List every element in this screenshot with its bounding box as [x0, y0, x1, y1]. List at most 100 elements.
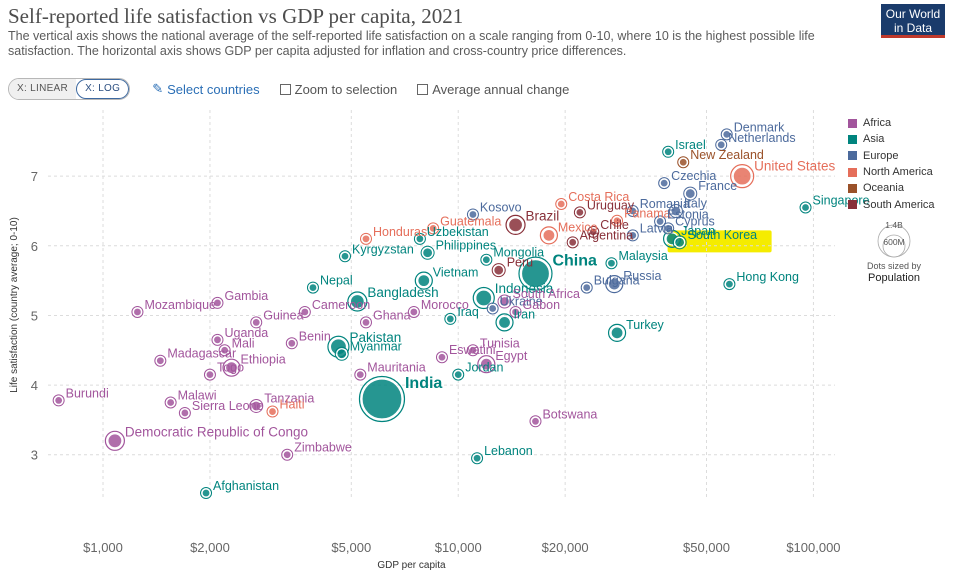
- data-point[interactable]: [722, 129, 732, 139]
- data-point[interactable]: [361, 234, 371, 244]
- data-point[interactable]: [575, 207, 585, 217]
- average-checkbox[interactable]: Average annual change: [417, 82, 569, 97]
- axis-scale-toggle[interactable]: X: LINEAR X: LOG: [8, 78, 131, 100]
- data-point[interactable]: [409, 307, 419, 317]
- data-point[interactable]: [655, 216, 665, 227]
- data-point[interactable]: [475, 289, 493, 307]
- data-point[interactable]: [716, 140, 726, 150]
- size-key-circles: 1.4B 600M: [877, 220, 911, 258]
- data-point[interactable]: [510, 307, 521, 317]
- data-point[interactable]: [670, 205, 682, 217]
- data-point[interactable]: [361, 317, 371, 328]
- data-point[interactable]: [520, 259, 551, 289]
- data-point[interactable]: [498, 295, 511, 308]
- data-point[interactable]: [224, 361, 239, 375]
- chart-title: Self-reported life satisfaction vs GDP p…: [8, 4, 464, 28]
- data-point[interactable]: [678, 157, 688, 167]
- data-point[interactable]: [54, 395, 64, 406]
- legend-item-asia[interactable]: Asia: [848, 131, 935, 147]
- data-point-ring: [662, 145, 675, 158]
- data-point[interactable]: [610, 326, 624, 340]
- legend-item-africa[interactable]: Africa: [848, 115, 935, 131]
- data-point[interactable]: [588, 227, 598, 237]
- logo-line-1: Our World: [885, 7, 941, 21]
- data-point[interactable]: [663, 223, 673, 233]
- legend-item-oceania[interactable]: Oceania: [848, 180, 935, 196]
- data-label: Haiti: [280, 398, 305, 412]
- data-point[interactable]: [166, 397, 176, 408]
- data-point[interactable]: [663, 147, 673, 157]
- legend-item-north-america[interactable]: North America: [848, 164, 935, 180]
- data-point[interactable]: [180, 408, 190, 418]
- data-point[interactable]: [155, 356, 165, 366]
- data-point[interactable]: [800, 202, 811, 213]
- data-point[interactable]: [530, 416, 541, 426]
- data-point[interactable]: [556, 199, 566, 209]
- data-point[interactable]: [628, 230, 638, 240]
- data-point[interactable]: [132, 307, 143, 317]
- data-point[interactable]: [507, 217, 524, 233]
- data-point[interactable]: [220, 345, 230, 355]
- legend-swatch: [848, 167, 857, 177]
- data-point[interactable]: [481, 255, 491, 265]
- data-point[interactable]: [308, 282, 318, 293]
- data-point[interactable]: [606, 258, 617, 268]
- data-label: Argentina: [580, 228, 634, 242]
- data-point[interactable]: [300, 307, 310, 317]
- x-linear-button[interactable]: X: LINEAR: [9, 79, 77, 99]
- data-point[interactable]: [453, 370, 463, 380]
- data-point[interactable]: [212, 298, 223, 308]
- data-point[interactable]: [437, 352, 447, 362]
- data-point[interactable]: [468, 345, 478, 355]
- zoom-checkbox-box[interactable]: [279, 83, 291, 95]
- data-point[interactable]: [479, 357, 493, 371]
- data-point[interactable]: [674, 236, 686, 248]
- data-point[interactable]: [468, 209, 478, 220]
- data-point[interactable]: [336, 348, 348, 360]
- data-point[interactable]: [340, 251, 350, 261]
- data-point[interactable]: [287, 338, 297, 348]
- data-point[interactable]: [732, 166, 752, 186]
- data-label: Jordan: [465, 361, 503, 375]
- data-point[interactable]: [472, 453, 482, 463]
- owid-logo[interactable]: Our World in Data: [881, 4, 945, 38]
- data-point[interactable]: [488, 303, 498, 314]
- data-point[interactable]: [250, 400, 262, 412]
- data-point[interactable]: [349, 293, 365, 310]
- data-label: Lebanon: [484, 444, 533, 458]
- data-point[interactable]: [282, 450, 292, 460]
- data-point[interactable]: [445, 314, 455, 324]
- legend-item-south-america[interactable]: South America: [848, 196, 935, 212]
- data-point[interactable]: [493, 264, 505, 276]
- data-point[interactable]: [568, 237, 578, 247]
- average-checkbox-box[interactable]: [417, 83, 429, 95]
- data-point[interactable]: [267, 406, 278, 417]
- data-point[interactable]: [724, 279, 735, 289]
- data-point[interactable]: [251, 317, 261, 328]
- data-point[interactable]: [684, 187, 696, 200]
- data-point[interactable]: [212, 335, 223, 345]
- data-point[interactable]: [205, 370, 215, 380]
- data-point[interactable]: [428, 223, 438, 233]
- data-point[interactable]: [497, 315, 512, 330]
- data-point[interactable]: [201, 488, 211, 498]
- data-point[interactable]: [361, 378, 403, 420]
- data-point[interactable]: [415, 234, 425, 244]
- data-point[interactable]: [422, 247, 434, 259]
- data-point[interactable]: [612, 216, 622, 226]
- x-log-button[interactable]: X: LOG: [76, 79, 130, 99]
- data-point[interactable]: [355, 370, 365, 380]
- data-point[interactable]: [607, 277, 621, 291]
- data-point[interactable]: [107, 433, 123, 449]
- data-label: Mauritania: [367, 361, 425, 375]
- zoom-checkbox[interactable]: Zoom to selection: [279, 82, 397, 97]
- data-point[interactable]: [542, 228, 556, 242]
- data-point-ring: [435, 351, 448, 364]
- legend-item-europe[interactable]: Europe: [848, 148, 935, 164]
- data-point[interactable]: [417, 274, 431, 288]
- data-label: Guatemala: [440, 214, 501, 228]
- data-point[interactable]: [659, 178, 669, 188]
- data-point[interactable]: [628, 206, 638, 216]
- data-point[interactable]: [582, 282, 592, 293]
- select-countries-link[interactable]: ✎ Select countries: [152, 81, 259, 97]
